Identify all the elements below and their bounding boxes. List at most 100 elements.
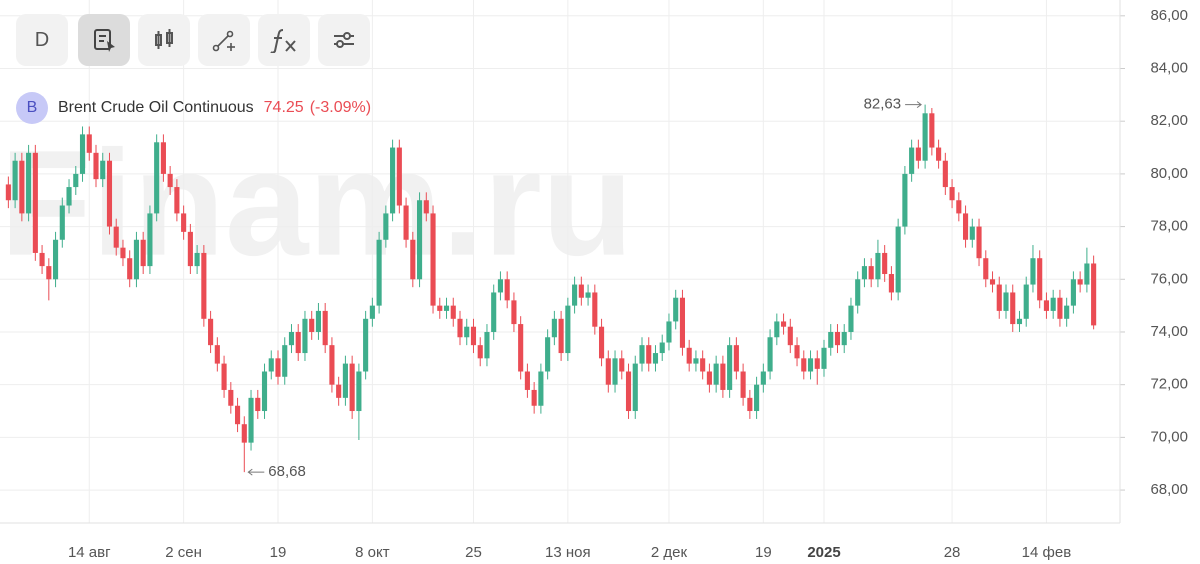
candle-body xyxy=(861,266,868,280)
candle-body xyxy=(518,324,524,372)
last-price: 74.25 xyxy=(263,99,304,116)
candle-body xyxy=(275,358,281,377)
candle-body xyxy=(241,424,247,443)
y-tick-label: 82,00 xyxy=(1150,112,1188,129)
candle-body xyxy=(167,173,173,188)
candle-body xyxy=(794,345,800,359)
x-tick-label: 14 авг xyxy=(68,544,111,561)
candle-body xyxy=(160,142,166,174)
candle-body xyxy=(214,345,220,364)
candle-body xyxy=(632,363,638,412)
candle-body xyxy=(282,345,288,377)
candle-body xyxy=(578,284,584,298)
candle-body xyxy=(814,358,820,369)
candle-body xyxy=(625,371,632,412)
candle-body xyxy=(383,213,389,240)
candle-body xyxy=(713,363,719,385)
candle-body xyxy=(1003,292,1009,311)
candle-body xyxy=(545,337,551,372)
candle-body xyxy=(774,321,780,338)
candle-body xyxy=(747,397,753,412)
candle-body xyxy=(834,331,841,346)
candle-body xyxy=(524,371,530,390)
candle-body xyxy=(390,147,396,214)
candle-body xyxy=(181,213,187,232)
candle-body xyxy=(1070,279,1076,306)
candle-body xyxy=(895,226,901,293)
candle-body xyxy=(909,147,915,174)
candle-body xyxy=(228,389,234,406)
candle-body xyxy=(1016,318,1023,325)
candle-body xyxy=(86,134,92,153)
candle-body xyxy=(477,345,483,359)
candle-body xyxy=(727,345,733,390)
candle-body xyxy=(255,397,261,412)
drawing-tool-button[interactable] xyxy=(78,14,130,66)
annotation-arrow xyxy=(905,101,922,108)
candle-body xyxy=(147,213,153,267)
x-tick-label: 14 фев xyxy=(1022,544,1072,561)
candle-body xyxy=(942,160,948,188)
candle-body xyxy=(349,363,355,412)
candle-body xyxy=(659,342,665,354)
legend: B Brent Crude Oil Continuous 74.25 (-3.0… xyxy=(16,92,377,124)
candle-body xyxy=(956,200,962,214)
candle-body xyxy=(1030,258,1036,285)
candle-body xyxy=(1010,292,1016,325)
candle-body xyxy=(828,331,834,348)
candle-body xyxy=(268,358,274,372)
candle-body xyxy=(363,318,369,372)
candle-body xyxy=(376,239,382,306)
candle-body xyxy=(558,318,564,354)
candle-body xyxy=(154,142,160,214)
candle-body xyxy=(1084,263,1090,285)
candle-body xyxy=(356,371,362,412)
candle-body xyxy=(598,326,605,359)
candle-body xyxy=(46,266,52,280)
candle-body xyxy=(336,384,342,398)
candle-body xyxy=(369,305,375,319)
candle-body xyxy=(315,310,322,332)
candle-body xyxy=(585,292,591,298)
candle-body xyxy=(780,321,787,327)
candle-body xyxy=(989,279,996,285)
candle-body xyxy=(996,284,1002,311)
candle-body xyxy=(915,147,921,161)
candle-body xyxy=(52,239,59,280)
watermark: Finam.ru xyxy=(0,119,633,287)
x-tick-label: 2 сен xyxy=(165,544,202,561)
period-button[interactable]: D xyxy=(16,14,68,66)
candle-body xyxy=(733,345,739,372)
candle-body xyxy=(261,371,268,412)
candle-body xyxy=(531,389,537,406)
function-button[interactable] xyxy=(258,14,310,66)
candle-body xyxy=(929,113,935,148)
candle-body xyxy=(423,200,429,214)
candle-body xyxy=(322,310,328,346)
candle-body xyxy=(855,279,861,306)
y-tick-label: 86,00 xyxy=(1150,7,1188,24)
candle-body xyxy=(760,371,766,385)
candle-body xyxy=(1057,297,1063,319)
candle-body xyxy=(686,347,692,364)
icon xyxy=(212,30,235,52)
icon xyxy=(334,32,354,48)
candle-body xyxy=(450,305,456,319)
candle-body xyxy=(464,326,470,338)
settings-button[interactable] xyxy=(318,14,370,66)
candle-body xyxy=(605,358,611,385)
candle-body xyxy=(302,318,308,354)
y-tick-label: 72,00 xyxy=(1150,376,1188,393)
candle-body xyxy=(39,252,45,267)
chart-type-button[interactable] xyxy=(138,14,190,66)
candle-body xyxy=(100,160,106,180)
candle-body xyxy=(342,363,348,398)
x-tick-label: 13 ноя xyxy=(545,544,591,561)
icon xyxy=(270,29,296,53)
candle-body xyxy=(902,173,908,227)
candle-body xyxy=(208,318,214,346)
candle-body xyxy=(1050,297,1056,311)
candle-body xyxy=(113,226,119,248)
add-indicator-button[interactable] xyxy=(198,14,250,66)
